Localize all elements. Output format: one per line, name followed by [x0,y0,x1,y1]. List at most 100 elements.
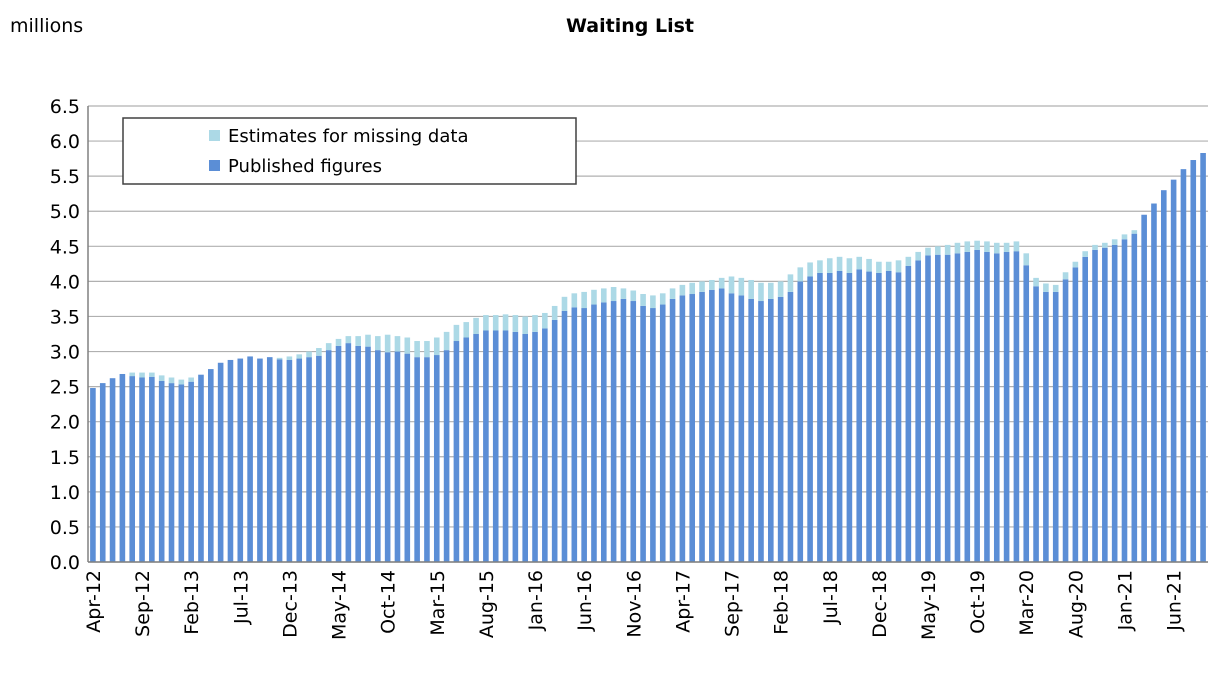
bar [1043,291,1049,562]
bar [1072,261,1079,268]
bar [787,291,794,562]
bar [935,246,941,255]
bar [414,341,420,358]
bar [532,315,538,332]
bar [659,293,666,305]
bar [669,298,676,562]
bar [463,337,470,562]
bar [345,343,352,562]
bar [414,357,420,562]
bar [1092,249,1098,563]
bar [758,301,764,562]
bar [915,260,921,562]
bar [502,330,509,562]
bar [365,346,371,562]
bar [728,276,735,294]
bar [532,331,538,562]
bar [453,341,460,562]
bar [306,351,312,358]
x-tick-label: May-19 [918,570,940,640]
bar [935,254,941,563]
bar [266,357,273,562]
bar [522,334,528,562]
bar [492,315,499,331]
bar [1003,242,1010,252]
bar [876,261,882,273]
bar [443,350,450,562]
bar [728,293,735,562]
bar [699,281,705,292]
bar [964,251,971,563]
bar [99,383,106,562]
bar [1092,244,1098,250]
bar [1003,251,1010,563]
bar [984,241,990,252]
bar [610,286,617,302]
bar [188,377,194,382]
bar [276,357,283,360]
bar [227,359,234,562]
y-tick-label: 2.5 [50,377,80,399]
x-tick-label: Sep-17 [722,570,744,637]
bar [483,315,489,331]
bar [944,244,951,255]
bar [355,336,361,346]
bar [384,352,391,562]
bar [1062,272,1069,280]
x-tick-label: Dec-18 [869,570,891,638]
bar [375,336,381,351]
bar [542,328,548,562]
bar [1102,242,1108,248]
y-axis-label: millions [10,15,83,37]
bar [974,240,980,250]
bar [1052,291,1059,562]
bar [1013,251,1020,563]
bar [149,372,155,377]
bar [394,351,401,562]
bar [512,315,519,332]
bar [581,291,587,309]
bar [296,358,303,562]
legend-label: Estimates for missing data [228,126,468,147]
bar [787,274,794,292]
y-tick-label: 1.5 [50,447,80,469]
bar [581,308,587,562]
bar [109,378,116,562]
bar [807,262,813,277]
bar [846,272,853,562]
bar [571,307,578,562]
x-tick-label: Oct-19 [967,570,989,634]
bar [522,316,528,334]
bar [738,277,745,296]
bar [1151,203,1157,562]
bar [443,331,450,351]
x-tick-label: Jul-13 [230,570,252,625]
bar [620,298,627,562]
bar [119,373,126,562]
bar [512,331,519,562]
bar [777,296,784,562]
bar [1033,277,1039,287]
bar [679,295,686,562]
bar [768,282,774,299]
bar [1111,244,1118,563]
bar [925,255,931,563]
bar [365,334,371,347]
bar [247,356,253,562]
bar [325,350,332,562]
bar [168,377,175,384]
bar [826,272,833,562]
bar [846,258,853,273]
bar [826,258,833,273]
bar [453,324,460,342]
y-tick-label: 5.0 [50,201,80,223]
bar [807,276,813,562]
bar [895,260,902,273]
bar [335,338,342,346]
x-tick-label: Apr-12 [83,570,105,633]
bar [90,388,96,562]
bar [1013,241,1020,252]
x-tick-label: Jun-21 [1164,570,1186,632]
bar [424,341,430,358]
